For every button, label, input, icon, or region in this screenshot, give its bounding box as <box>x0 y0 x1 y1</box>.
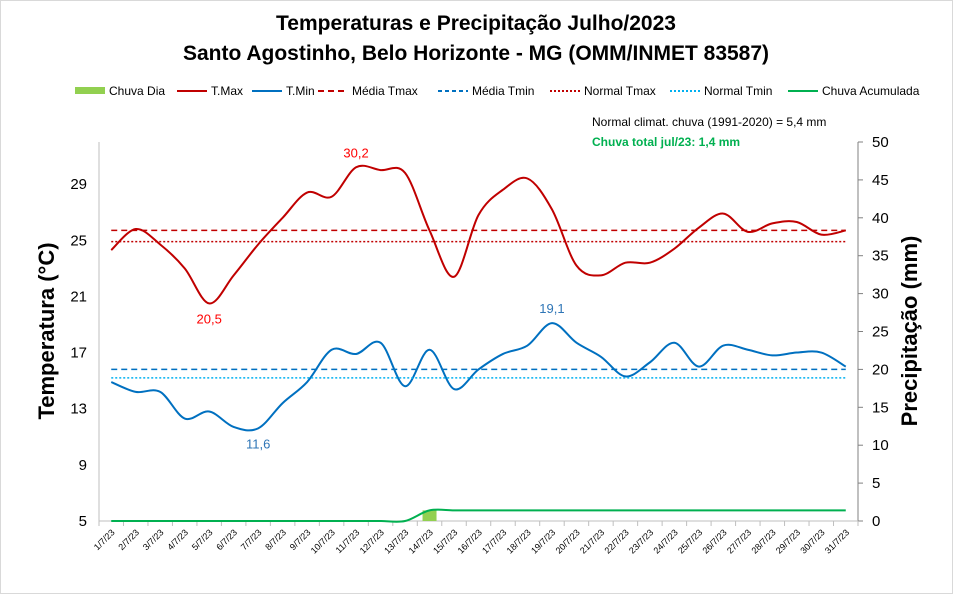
x-tick-label: 19/7/23 <box>529 527 557 555</box>
x-tick-label: 14/7/23 <box>407 527 435 555</box>
y2-tick-label: 0 <box>872 513 880 530</box>
x-tick-label: 10/7/23 <box>309 527 337 555</box>
y2-tick-label: 45 <box>872 172 889 189</box>
y2-axis-label: Precipitação (mm) <box>897 236 922 427</box>
y2-tick-label: 50 <box>872 134 889 151</box>
chart-subtitle: Santo Agostinho, Belo Horizonte - MG (OM… <box>183 42 769 65</box>
x-tick-label: 5/7/23 <box>190 527 215 552</box>
data-label: 11,6 <box>246 436 270 451</box>
legend-label: T.Min <box>286 84 315 98</box>
y-tick-label: 25 <box>70 232 87 249</box>
legend-label: T.Max <box>211 84 243 98</box>
x-tick-label: 2/7/23 <box>116 527 141 552</box>
x-tick-label: 28/7/23 <box>749 527 777 555</box>
x-tick-label: 4/7/23 <box>165 527 190 552</box>
x-tick-label: 3/7/23 <box>141 527 166 552</box>
x-tick-label: 27/7/23 <box>725 527 753 555</box>
normal-rain-annotation: Normal climat. chuva (1991-2020) = 5,4 m… <box>592 115 826 129</box>
x-tick-label: 21/7/23 <box>578 527 606 555</box>
x-tick-label: 31/7/23 <box>823 527 851 555</box>
data-label: 20,5 <box>197 311 222 326</box>
x-tick-label: 22/7/23 <box>603 527 631 555</box>
y2-tick-label: 35 <box>872 248 889 265</box>
x-tick-label: 11/7/23 <box>334 527 362 555</box>
legend-label: Normal Tmin <box>704 84 772 98</box>
x-tick-label: 15/7/23 <box>431 527 459 555</box>
x-tick-label: 12/7/23 <box>358 527 386 555</box>
y-tick-label: 13 <box>70 401 87 418</box>
y2-tick-label: 10 <box>872 437 889 454</box>
x-tick-label: 6/7/23 <box>214 527 239 552</box>
x-tick-label: 30/7/23 <box>798 527 826 555</box>
t-min-line <box>110 322 847 432</box>
y-tick-label: 29 <box>70 176 87 193</box>
legend-label: Chuva Acumulada <box>822 84 920 98</box>
x-tick-label: 24/7/23 <box>651 527 679 555</box>
total-rain-annotation: Chuva total jul/23: 1,4 mm <box>592 135 740 149</box>
y2-tick-label: 30 <box>872 286 889 303</box>
legend-label: Média Tmin <box>472 84 534 98</box>
legend-label: Média Tmax <box>352 84 418 98</box>
x-tick-label: 20/7/23 <box>554 527 582 555</box>
x-tick-label: 25/7/23 <box>676 527 704 555</box>
legend-swatch <box>75 87 105 94</box>
x-tick-label: 8/7/23 <box>263 527 288 552</box>
rain-bar <box>422 510 437 521</box>
x-tick-label: 18/7/23 <box>505 527 533 555</box>
x-tick-label: 1/7/23 <box>92 527 117 552</box>
x-tick-label: 7/7/23 <box>239 527 264 552</box>
x-tick-label: 13/7/23 <box>382 527 410 555</box>
data-label: 19,1 <box>539 301 564 316</box>
y-tick-label: 9 <box>79 457 87 474</box>
y-tick-label: 5 <box>79 513 87 530</box>
t-max-line <box>110 164 846 305</box>
legend: Chuva Dia T.Max T.Min Média Tmax Média Tmin N… <box>75 84 920 98</box>
x-tick-label: 23/7/23 <box>627 527 655 555</box>
y-tick-label: 21 <box>70 288 87 305</box>
legend-label: Normal Tmax <box>584 84 656 98</box>
y2-tick-label: 5 <box>872 475 880 492</box>
x-tick-label: 17/7/23 <box>480 527 508 555</box>
y-tick-label: 17 <box>70 345 87 362</box>
chuva-acumulada-line <box>111 508 846 523</box>
y2-tick-label: 20 <box>872 361 889 378</box>
y2-tick-label: 15 <box>872 399 889 416</box>
x-tick-label: 29/7/23 <box>774 527 802 555</box>
x-tick-label: 26/7/23 <box>700 527 728 555</box>
y2-tick-label: 25 <box>872 324 889 341</box>
plot-area: 5 9 13 17 21 25 29 0 5 10 15 20 25 30 35 40 45 50 1/7/23 2/… <box>70 134 888 556</box>
y2-tick-label: 40 <box>872 210 889 227</box>
chart-title: Temperaturas e Precipitação Julho/2023 <box>276 12 676 35</box>
legend-label: Chuva Dia <box>109 84 165 98</box>
data-label: 30,2 <box>343 145 368 160</box>
x-tick-label: 16/7/23 <box>456 527 484 555</box>
y-axis-label: Temperatura (°C) <box>34 242 59 419</box>
